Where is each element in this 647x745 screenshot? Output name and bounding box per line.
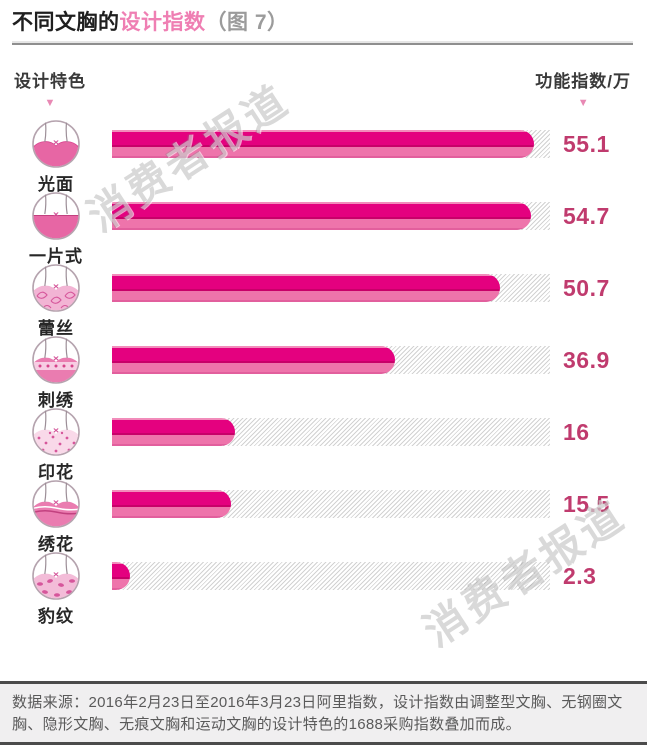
bra-stitched-flower-icon	[31, 479, 81, 529]
down-arrow-icon: ▼	[577, 97, 589, 109]
title-accent: 设计指数	[119, 11, 206, 34]
category-cell: 刺绣	[0, 335, 112, 411]
bra-print-icon	[31, 407, 81, 457]
category-axis-label-block: 设计特色 ▼	[14, 67, 86, 109]
value-axis-label-block: 功能指数/万 ▼	[535, 67, 631, 109]
bar-fill	[112, 274, 501, 302]
bar-fill	[112, 490, 231, 518]
bra-leopard-icon	[31, 551, 81, 601]
value-label: 2.3	[563, 563, 597, 589]
bar-track	[112, 562, 550, 590]
axis-labels: 设计特色 ▼ 功能指数/万 ▼	[0, 45, 647, 119]
chart-row: 蕾丝 50.7	[0, 263, 647, 338]
category-axis-label: 设计特色	[14, 72, 86, 91]
chart-row: 一片式 54.7	[0, 191, 647, 266]
bar-track	[112, 346, 550, 374]
bar-fill	[112, 202, 531, 230]
bra-embroidery-icon	[31, 335, 81, 385]
category-cell: 一片式	[0, 191, 112, 267]
category-label: 豹纹	[38, 607, 74, 626]
title-figure-number: （图 7）	[205, 11, 289, 34]
category-cell: 印花	[0, 407, 112, 483]
bar-track	[112, 202, 550, 230]
bar-track	[112, 490, 550, 518]
bar-fill	[112, 130, 534, 158]
bar-fill	[112, 418, 235, 446]
chart-header: 不同文胸的设计指数（图 7）	[0, 0, 647, 45]
bra-one-piece-icon	[31, 191, 81, 241]
bar-fill	[112, 562, 130, 590]
bar-track	[112, 274, 550, 302]
title-divider	[12, 41, 633, 45]
category-cell: 蕾丝	[0, 263, 112, 339]
down-arrow-icon: ▼	[44, 97, 56, 109]
bar-track	[112, 418, 550, 446]
category-cell: 绣花	[0, 479, 112, 555]
bar-track	[112, 130, 550, 158]
value-label: 54.7	[563, 203, 610, 229]
value-label: 36.9	[563, 347, 610, 373]
value-label: 15.5	[563, 491, 610, 517]
category-label: 光面	[38, 175, 74, 194]
value-label: 55.1	[563, 131, 610, 157]
footer: 数据来源：2016年2月23日至2016年3月23日阿里指数，设计指数由调整型文…	[0, 681, 647, 745]
page-title: 不同文胸的设计指数（图 7）	[12, 10, 633, 36]
title-main: 不同文胸的	[12, 11, 120, 34]
data-source-note: 数据来源：2016年2月23日至2016年3月23日阿里指数，设计指数由调整型文…	[12, 694, 623, 733]
value-axis-label: 功能指数/万	[535, 72, 631, 91]
category-label: 刺绣	[38, 391, 74, 410]
bra-lace-icon	[31, 263, 81, 313]
chart-row: 刺绣 36.9	[0, 335, 647, 410]
chart-row: 光面 55.1	[0, 119, 647, 194]
chart-row: 印花 16	[0, 407, 647, 482]
category-label: 一片式	[29, 247, 83, 266]
bar-fill	[112, 346, 395, 374]
category-label: 蕾丝	[38, 319, 74, 338]
chart-row: 豹纹 2.3	[0, 551, 647, 626]
bra-smooth-icon	[31, 119, 81, 169]
bar-chart: 光面 55.1 一片式 54.7	[0, 119, 647, 626]
category-cell: 豹纹	[0, 551, 112, 627]
value-label: 50.7	[563, 275, 610, 301]
category-label: 印花	[38, 463, 74, 482]
category-cell: 光面	[0, 119, 112, 195]
category-label: 绣花	[38, 535, 74, 554]
chart-row: 绣花 15.5	[0, 479, 647, 554]
value-label: 16	[563, 419, 590, 445]
